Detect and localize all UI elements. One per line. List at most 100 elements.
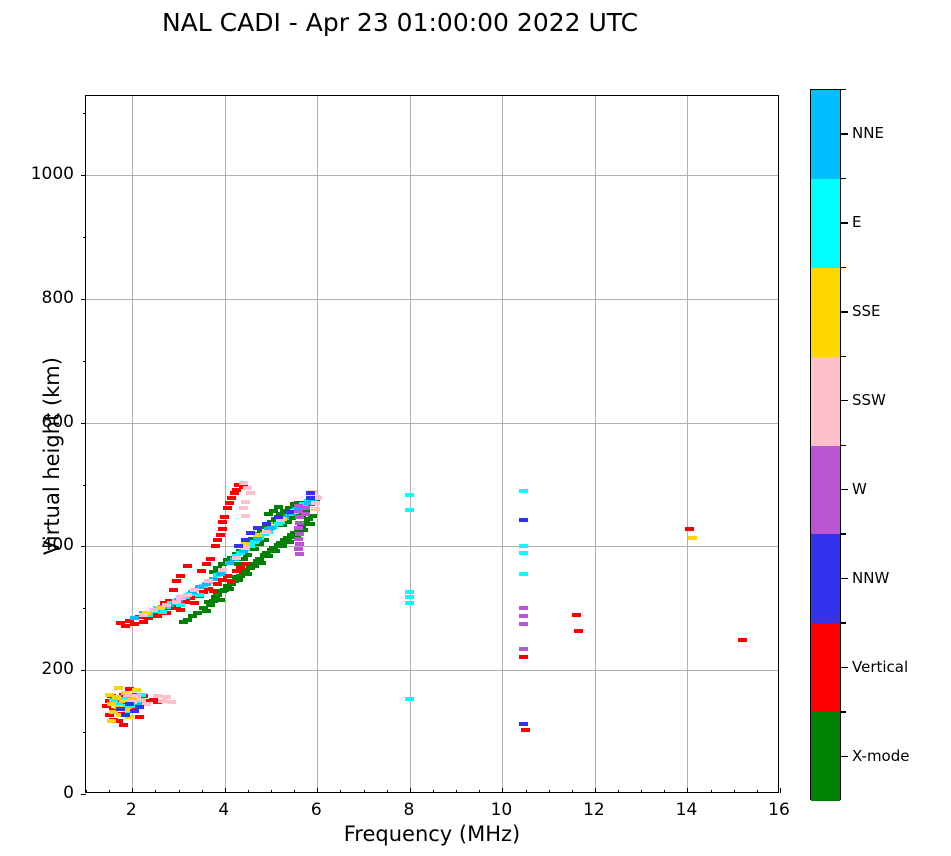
- echo-marker: [278, 523, 288, 528]
- echo-marker: [109, 697, 119, 702]
- colorbar[interactable]: [810, 89, 841, 801]
- echo-marker: [118, 699, 128, 704]
- echo-marker: [294, 501, 304, 506]
- x-tick: [409, 788, 411, 793]
- y-tick: [81, 546, 86, 548]
- colorbar-boundary-tick: [841, 355, 846, 358]
- echo-marker: [167, 606, 177, 611]
- echo-marker: [259, 538, 269, 543]
- echo-marker: [571, 612, 581, 617]
- echo-marker: [294, 537, 304, 542]
- echo-marker: [109, 710, 119, 715]
- plot-area: [81, 95, 781, 795]
- echo-marker: [213, 538, 223, 543]
- y-tick-label: 0: [63, 783, 74, 803]
- x-axis-title: Frequency (MHz): [343, 822, 521, 846]
- echo-marker: [120, 712, 130, 717]
- echo-marker: [208, 589, 218, 594]
- echo-marker: [305, 522, 315, 527]
- x-minor-tick: [756, 790, 758, 793]
- echo-marker: [157, 699, 167, 704]
- echo-marker: [238, 506, 248, 511]
- gridline-horizontal: [86, 175, 778, 177]
- colorbar-segment-w[interactable]: [811, 445, 840, 535]
- echo-marker: [518, 488, 528, 493]
- echo-marker: [116, 712, 126, 717]
- echo-marker: [162, 695, 172, 700]
- gridline-vertical: [594, 96, 596, 792]
- x-minor-tick: [479, 790, 481, 793]
- echo-marker: [285, 506, 295, 511]
- echo-marker: [201, 581, 211, 586]
- echo-marker: [245, 530, 255, 535]
- colorbar-segment-nnw[interactable]: [811, 534, 840, 624]
- echo-marker: [201, 561, 211, 566]
- colorbar-label-e: E: [852, 213, 862, 232]
- echo-marker: [220, 514, 230, 519]
- colorbar-segment-ssw[interactable]: [811, 356, 840, 446]
- x-minor-tick: [155, 790, 157, 793]
- echo-marker: [289, 502, 299, 507]
- echo-marker: [259, 532, 269, 537]
- x-tick: [502, 788, 504, 793]
- colorbar-segment-e[interactable]: [811, 178, 840, 268]
- echo-marker: [301, 512, 311, 517]
- echo-marker: [250, 564, 260, 569]
- echo-marker: [295, 551, 305, 556]
- colorbar-tick: [841, 133, 848, 135]
- echo-marker: [125, 686, 135, 691]
- echo-marker: [234, 544, 244, 549]
- echo-marker: [213, 565, 223, 570]
- echo-marker: [275, 512, 285, 517]
- echo-marker: [261, 524, 271, 529]
- y-minor-tick: [83, 360, 86, 362]
- colorbar-segment-vertical[interactable]: [811, 623, 840, 713]
- x-tick: [224, 788, 226, 793]
- echo-marker: [222, 506, 232, 511]
- echo-marker: [310, 507, 320, 512]
- echo-marker: [169, 587, 179, 592]
- echo-marker: [287, 533, 297, 538]
- colorbar-segment-x-mode[interactable]: [811, 712, 840, 801]
- echo-marker: [222, 558, 232, 563]
- echo-marker: [162, 611, 172, 616]
- echo-marker: [104, 712, 114, 717]
- echo-marker: [118, 696, 128, 701]
- echo-marker: [266, 519, 276, 524]
- x-minor-tick: [271, 790, 273, 793]
- echo-marker: [227, 581, 237, 586]
- x-minor-tick: [433, 790, 434, 793]
- echo-marker: [241, 561, 251, 566]
- gridline-vertical: [132, 96, 134, 792]
- echo-marker: [204, 600, 214, 605]
- x-minor-tick: [641, 790, 643, 793]
- colorbar-segment-sse[interactable]: [811, 267, 840, 357]
- colorbar-segment-nne[interactable]: [811, 90, 840, 179]
- echo-marker: [264, 554, 274, 559]
- echo-marker: [241, 545, 251, 550]
- echo-marker: [143, 616, 153, 621]
- colorbar-boundary-tick: [841, 444, 846, 446]
- x-minor-tick: [363, 790, 365, 793]
- echo-marker: [238, 556, 248, 561]
- echo-marker: [255, 556, 264, 561]
- echo-marker: [294, 503, 304, 508]
- echo-marker: [192, 611, 202, 616]
- x-tick-label: 8: [403, 800, 415, 820]
- echo-marker: [141, 701, 151, 706]
- x-minor-tick: [618, 790, 620, 793]
- x-minor-tick: [386, 790, 388, 793]
- echo-marker: [206, 556, 216, 561]
- echo-marker: [301, 506, 311, 511]
- echo-marker: [134, 702, 144, 707]
- echo-marker: [257, 529, 267, 534]
- echo-marker: [141, 699, 151, 704]
- echo-marker: [137, 697, 147, 702]
- echo-marker: [518, 646, 528, 651]
- echo-marker: [405, 507, 415, 512]
- echo-marker: [238, 570, 248, 575]
- y-tick: [81, 794, 86, 795]
- echo-marker: [275, 518, 285, 523]
- echo-marker: [264, 527, 274, 532]
- echo-marker: [292, 534, 301, 539]
